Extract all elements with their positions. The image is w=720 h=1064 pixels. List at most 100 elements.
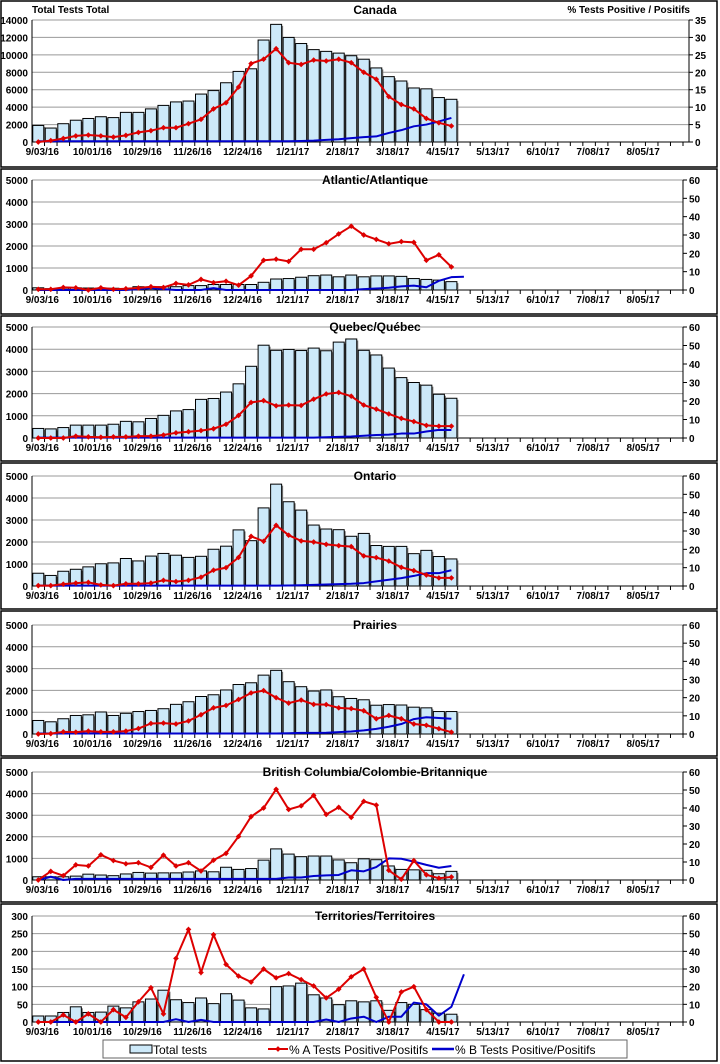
y-tick-label: 0 — [22, 434, 28, 445]
bar-total-tests — [282, 36, 295, 143]
series-a-marker — [373, 554, 380, 561]
x-tick-label: 7/08/17 — [576, 591, 610, 602]
series-a-marker — [135, 433, 142, 439]
bar-total-tests — [445, 558, 458, 587]
y-tick-label: 3000 — [6, 665, 29, 676]
series-a-marker — [135, 859, 142, 866]
x-tick-label: 10/01/16 — [73, 147, 112, 158]
series-a-marker — [60, 1012, 67, 1018]
series-a-marker — [348, 814, 355, 821]
y-tick-label: 1000 — [6, 708, 29, 719]
x-tick-label: 1/21/17 — [276, 885, 310, 896]
legend-total-tests: Total tests — [153, 1043, 207, 1057]
series-a-marker — [398, 989, 405, 995]
bar-total-tests — [420, 707, 433, 735]
bar-total-tests — [220, 866, 233, 881]
series-a-marker — [198, 427, 204, 434]
series-a-marker — [47, 582, 54, 589]
x-tick-label: 11/26/16 — [173, 443, 212, 454]
y-tick-label: 4000 — [6, 103, 29, 114]
bar-total-tests — [307, 347, 320, 439]
x-tick-label: 1/21/17 — [276, 1027, 310, 1038]
series-a-marker — [448, 123, 455, 129]
bar-total-tests — [257, 859, 270, 881]
x-tick-label: 2/18/17 — [326, 591, 360, 602]
bar-total-tests — [257, 507, 270, 587]
series-a-marker — [98, 582, 104, 588]
x-tick-label: 7/08/17 — [576, 295, 610, 306]
x-tick-label: 4/15/17 — [426, 443, 460, 454]
series-b-line — [38, 857, 452, 881]
bar-total-tests — [332, 696, 345, 735]
series-a-marker — [135, 725, 142, 732]
series-a-marker — [72, 1019, 79, 1025]
x-tick-label: 12/24/16 — [223, 1027, 262, 1038]
y2-tick-label: 20 — [689, 983, 701, 994]
series-a-marker — [373, 236, 380, 243]
bar-total-tests — [382, 367, 395, 439]
series-a-marker — [160, 1011, 167, 1017]
series-a-marker — [360, 798, 367, 805]
y-tick-label: 4000 — [6, 643, 29, 654]
series-a-marker — [360, 707, 367, 714]
bar-total-tests — [270, 349, 283, 439]
bar-total-tests — [295, 350, 308, 439]
panel-title: Ontario — [354, 469, 397, 483]
series-a-marker — [448, 423, 455, 429]
series-a-marker — [72, 284, 79, 291]
y-tick-label: 0 — [22, 730, 28, 741]
bar-total-tests — [395, 1002, 408, 1023]
series-a-marker — [35, 731, 42, 737]
bar-total-tests — [144, 872, 157, 881]
bar-total-tests — [257, 1008, 270, 1023]
y2-tick-label: 10 — [689, 564, 701, 575]
x-tick-label: 8/05/17 — [626, 147, 660, 158]
bar-total-tests — [232, 999, 245, 1023]
x-tick-label: 4/15/17 — [426, 591, 460, 602]
legend-pct-a: % A Tests Positive/Positifs — [289, 1043, 428, 1057]
series-a-marker — [411, 983, 417, 990]
bar-total-tests — [332, 529, 345, 587]
series-a-marker — [110, 434, 117, 440]
x-tick-label: 11/26/16 — [173, 591, 212, 602]
bar-total-tests — [357, 699, 370, 735]
series-a-marker — [210, 106, 217, 112]
series-a-marker — [298, 538, 304, 544]
bar-total-tests — [432, 711, 445, 735]
series-a-marker — [135, 129, 142, 136]
y2-tick-label: 60 — [689, 912, 701, 923]
series-a-marker — [260, 805, 267, 811]
y2-tick-label: 50 — [689, 786, 701, 797]
series-a-marker — [360, 232, 367, 238]
x-tick-label: 10/29/16 — [123, 295, 162, 306]
y2-tick-label: 0 — [689, 286, 695, 297]
bar-total-tests — [282, 348, 295, 439]
y-tick-label: 1000 — [6, 560, 29, 571]
y2-tick-label: 10 — [689, 712, 701, 723]
series-a-marker — [85, 579, 92, 586]
series-a-marker — [72, 433, 79, 439]
right-axis-header: % Tests Positive / Positifs — [567, 5, 690, 16]
x-tick-label: 5/13/17 — [476, 739, 510, 750]
series-a-marker — [285, 806, 292, 813]
x-tick-label: 10/01/16 — [73, 443, 112, 454]
bar-total-tests — [307, 994, 320, 1023]
x-tick-label: 6/10/17 — [526, 885, 560, 896]
bar-total-tests — [345, 55, 358, 143]
bar-total-tests — [182, 871, 195, 881]
series-a-marker — [98, 133, 104, 139]
y-tick-label: 1000 — [6, 264, 29, 275]
bar-total-tests — [169, 703, 182, 735]
bar-total-tests — [270, 23, 283, 143]
series-a-line — [38, 523, 452, 587]
series-a-marker — [173, 955, 179, 962]
series-a-marker — [98, 284, 104, 291]
x-tick-label: 9/03/16 — [26, 739, 60, 750]
bar-total-tests — [157, 104, 170, 143]
series-a-marker — [423, 572, 430, 578]
x-tick-label: 4/15/17 — [426, 147, 460, 158]
series-a-marker — [223, 564, 229, 571]
bar-total-tests — [282, 681, 295, 735]
series-a-marker — [210, 931, 217, 938]
y2-tick-label: 40 — [689, 657, 701, 668]
